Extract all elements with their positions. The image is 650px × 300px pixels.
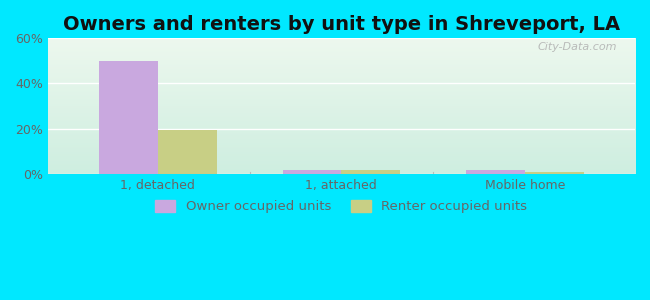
Legend: Owner occupied units, Renter occupied units: Owner occupied units, Renter occupied un…	[150, 195, 532, 219]
Bar	[158, 130, 216, 174]
Bar	[466, 170, 525, 174]
Title: Owners and renters by unit type in Shreveport, LA: Owners and renters by unit type in Shrev…	[63, 15, 620, 34]
Text: City-Data.com: City-Data.com	[538, 42, 617, 52]
Bar	[283, 170, 341, 174]
Bar	[341, 170, 400, 174]
Bar	[525, 172, 584, 174]
Bar	[99, 61, 158, 174]
